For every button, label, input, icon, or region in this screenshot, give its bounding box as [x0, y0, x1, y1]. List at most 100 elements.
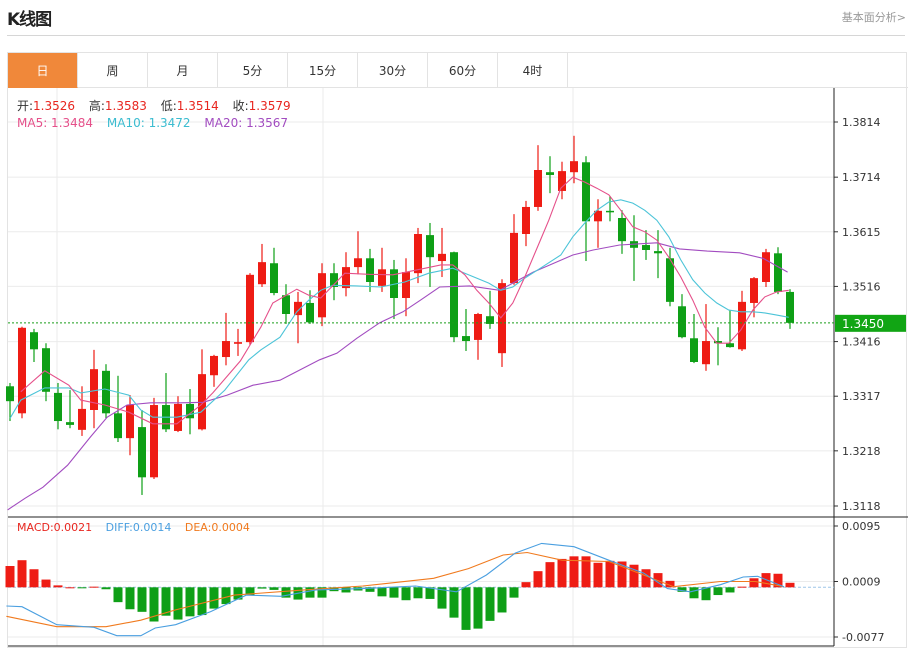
chart-frame [7, 52, 907, 648]
candle [210, 354, 218, 387]
candle [78, 386, 86, 436]
candle-body [486, 316, 494, 324]
candle [594, 199, 602, 248]
candle [54, 382, 62, 430]
dea-line [6, 551, 785, 628]
candle [678, 294, 686, 339]
candle-body [438, 253, 446, 262]
candle-body [762, 252, 770, 282]
macd-bar [389, 587, 399, 598]
candle-body [78, 408, 86, 430]
candle [42, 343, 50, 402]
macd-readout: MACD:0.0021 DIFF:0.0014 DEA:0.0004 [17, 521, 250, 534]
macd-bar [197, 587, 207, 616]
candle [750, 277, 758, 318]
candle-body [402, 272, 410, 298]
candle [150, 397, 158, 479]
macd-bar [785, 582, 795, 588]
candle [402, 258, 410, 317]
ma-readout: MA5: 1.3484 MA10: 1.3472 MA20: 1.3567 [17, 116, 288, 130]
low-value: 1.3514 [176, 99, 219, 113]
page-title: K线图 [7, 10, 52, 30]
candle-body [726, 343, 734, 348]
candle [222, 312, 230, 366]
candle-body [618, 218, 626, 242]
macd-bar [485, 587, 495, 621]
tab-30min[interactable]: 30分 [358, 53, 428, 88]
candle-body [738, 301, 746, 350]
candle [390, 259, 398, 319]
macd-bar [689, 587, 699, 599]
macd-bar [221, 587, 231, 605]
candle-body [654, 251, 662, 254]
macd-bar [545, 562, 555, 588]
candle-body [378, 269, 386, 286]
candle-body [522, 206, 530, 234]
macd-bar [593, 562, 603, 588]
macd-bar [773, 573, 783, 588]
macd-bar [137, 587, 147, 612]
macd-bar [737, 586, 747, 588]
macd-bar [749, 578, 759, 588]
dea-value: DEA:0.0004 [184, 521, 250, 534]
tab-week[interactable]: 周 [78, 53, 148, 88]
candle [474, 312, 482, 360]
tab-day[interactable]: 日 [8, 53, 78, 88]
macd-bar [401, 587, 411, 601]
candle-body [702, 341, 710, 365]
tab-month[interactable]: 月 [148, 53, 218, 88]
candle [6, 382, 14, 422]
macd-bar [377, 587, 387, 597]
candle [534, 145, 542, 211]
candle [66, 390, 74, 429]
candle [234, 328, 242, 356]
candle [258, 243, 266, 287]
candle [582, 156, 590, 262]
candle-body [90, 369, 98, 410]
macd-value: MACD:0.0021 [17, 521, 93, 534]
macd-bar [713, 587, 723, 596]
close-label: 收: [232, 99, 249, 113]
price-tick-label: 1.3317 [842, 390, 881, 403]
macd-bar [725, 587, 735, 593]
candle-body [126, 405, 134, 439]
open-value: 1.3526 [33, 99, 76, 113]
macd-bar [665, 580, 675, 588]
ma20-value: MA20: 1.3567 [204, 116, 289, 130]
macd-histogram [5, 556, 795, 630]
macd-bar [437, 587, 447, 609]
candle [690, 314, 698, 364]
candle [318, 263, 326, 327]
candle [102, 364, 110, 419]
macd-tick-label: 0.0009 [842, 576, 881, 589]
price-tick-label: 1.3118 [842, 500, 881, 513]
tab-5min[interactable]: 5分 [218, 53, 288, 88]
candle [738, 290, 746, 351]
macd-bar [209, 587, 219, 609]
candle-body [294, 301, 302, 316]
candle-body [354, 258, 362, 268]
macd-bar [425, 587, 435, 599]
candle-body [606, 210, 614, 213]
price-tick-label: 1.3714 [842, 171, 881, 184]
candle-body [330, 273, 338, 287]
macd-bar [245, 587, 255, 596]
macd-bar [29, 569, 39, 588]
macd-bar [149, 587, 159, 622]
last-price-label: 1.3450 [842, 317, 884, 331]
tab-4hour[interactable]: 4时 [498, 53, 568, 88]
period-tabs: 日 周 月 5分 15分 30分 60分 4时 [8, 53, 908, 88]
candle [642, 230, 650, 260]
tab-15min[interactable]: 15分 [288, 53, 358, 88]
fundamental-analysis-link[interactable]: 基本面分析> [841, 11, 906, 24]
macd-bar [617, 561, 627, 588]
macd-bar [509, 587, 519, 598]
candle-body [138, 427, 146, 478]
macd-bar [341, 587, 351, 593]
tab-60min[interactable]: 60分 [428, 53, 498, 88]
candle-body [774, 253, 782, 292]
macd-bar [53, 585, 63, 588]
candle [606, 195, 614, 222]
price-tick-label: 1.3615 [842, 226, 881, 239]
